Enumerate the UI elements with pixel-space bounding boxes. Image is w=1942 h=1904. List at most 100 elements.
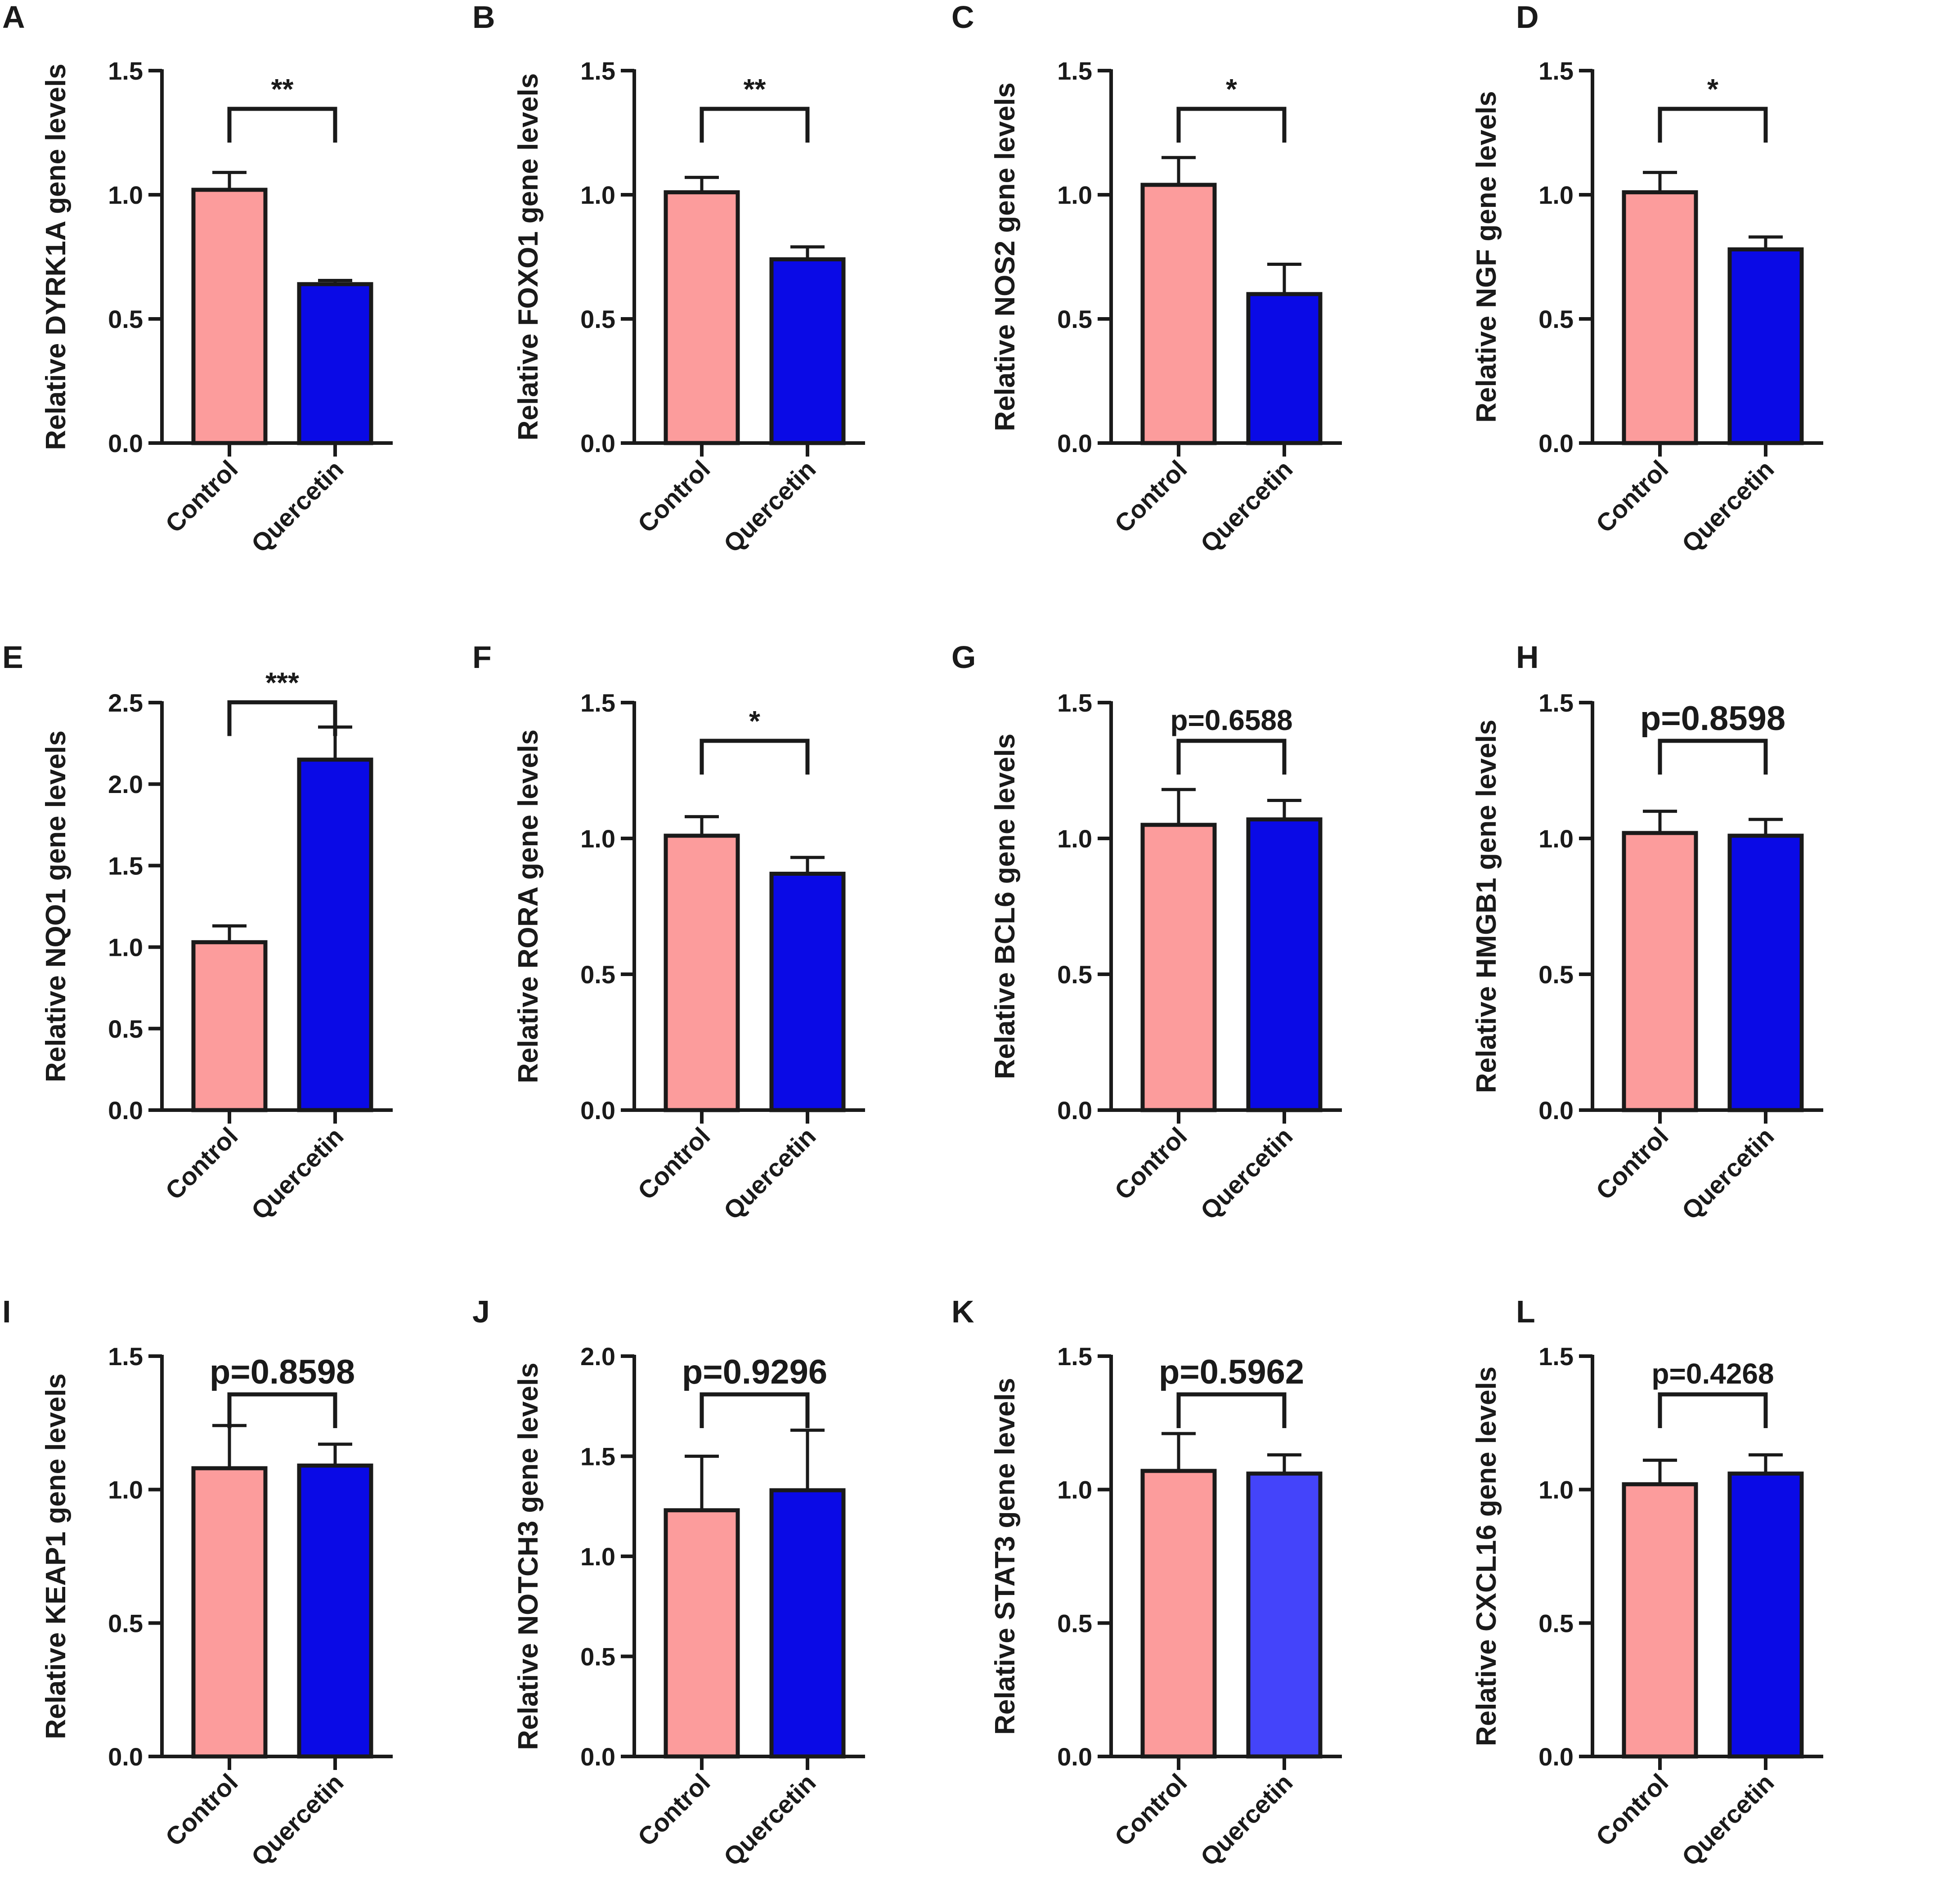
significance-label: * (1707, 73, 1718, 105)
y-tick-label: 2.5 (108, 689, 143, 717)
x-tick-label: Quercetin (1676, 1122, 1779, 1225)
y-tick-label: 0.0 (108, 1743, 143, 1771)
y-tick-label: 1.0 (108, 933, 143, 962)
x-tick-label: Control (632, 455, 715, 538)
panel-i: I 0.0 0.5 1.0 1.5 Relative KEAP1 gene levels C… (2, 1294, 393, 1871)
y-tick-label: 1.0 (1057, 824, 1092, 853)
y-tick-label: 0.0 (108, 1096, 143, 1124)
panel-letter: C (951, 0, 974, 35)
y-tick-label: 0.0 (1538, 1743, 1574, 1771)
significance-label: ** (744, 73, 766, 105)
y-tick-label: 0.5 (1538, 305, 1574, 333)
y-axis-title: Relative NQO1 gene levels (40, 730, 72, 1082)
y-tick-label: 0.5 (1057, 305, 1092, 333)
x-tick-label: Quercetin (718, 455, 821, 558)
panel-f: F 0.0 0.5 1.0 1.5 Relative RORA gene levels Co… (472, 640, 865, 1225)
y-tick-label: 0.5 (108, 1015, 143, 1043)
significance-label: * (1226, 73, 1237, 105)
y-tick-label: 1.0 (1057, 181, 1092, 209)
significance-bracket (700, 107, 810, 143)
x-tick-label: Control (160, 1768, 243, 1851)
significance-bracket (227, 107, 337, 143)
x-tick-label: Control (1109, 455, 1192, 538)
significance-bracket (1658, 107, 1768, 143)
y-axis-title: Relative HMGB1 gene levels (1471, 720, 1502, 1093)
y-tick-label: 1.5 (580, 1443, 615, 1471)
significance-bracket (700, 739, 810, 775)
x-tick-label: Control (160, 1122, 243, 1205)
bar-control (1140, 1469, 1217, 1759)
x-tick-label: Control (1109, 1768, 1192, 1851)
significance-bracket (227, 1392, 337, 1428)
y-tick-label: 1.5 (580, 57, 615, 85)
y-tick-label: 0.0 (580, 429, 615, 457)
bar-control (1140, 183, 1217, 445)
significance-bracket (1176, 107, 1287, 143)
y-tick-label: 1.5 (108, 851, 143, 880)
y-axis-title: Relative CXCL16 gene levels (1471, 1366, 1502, 1746)
x-tick-label: Quercetin (1195, 1122, 1298, 1225)
panel-a: A 0.0 0.5 1.0 1.5 Relative DYRK1A gene levels… (2, 0, 393, 558)
y-tick-label: 1.5 (1057, 1342, 1092, 1371)
panel-g: G 0.0 0.5 1.0 1.5 Relative BCL6 gene levels Co… (951, 640, 1342, 1225)
panel-letter: A (2, 0, 25, 35)
significance-bracket (1658, 1392, 1768, 1428)
x-tick-label: Quercetin (246, 1122, 349, 1225)
bar-quercetin (769, 872, 846, 1112)
bar-quercetin (297, 1463, 373, 1759)
y-tick-label: 1.5 (1057, 57, 1092, 85)
x-tick-label: Control (632, 1122, 715, 1205)
y-axis-title: Relative RORA gene levels (513, 730, 544, 1084)
x-tick-label: Quercetin (1195, 455, 1298, 558)
y-axis-title: Relative DYRK1A gene levels (40, 63, 72, 450)
x-tick-label: Control (160, 455, 243, 538)
bar-quercetin (297, 757, 373, 1112)
bar-quercetin (1727, 247, 1804, 445)
y-tick-label: 0.0 (1057, 1743, 1092, 1771)
bar-control (1622, 190, 1698, 445)
y-tick-label: 1.5 (1057, 689, 1092, 717)
significance-label: * (749, 705, 760, 737)
y-tick-label: 1.0 (1057, 1476, 1092, 1504)
y-tick-label: 0.5 (1538, 960, 1574, 989)
x-tick-label: Control (1590, 455, 1673, 538)
panel-letter: D (1516, 0, 1539, 35)
bar-control (191, 1466, 268, 1759)
bar-quercetin (1246, 292, 1323, 445)
significance-label: p=0.8598 (210, 1353, 355, 1391)
bar-control (1140, 823, 1217, 1112)
y-tick-label: 2.0 (580, 1342, 615, 1371)
y-tick-label: 1.0 (1538, 1476, 1574, 1504)
panel-letter: H (1516, 640, 1539, 675)
bar-control (664, 190, 740, 445)
x-tick-label: Quercetin (1676, 455, 1779, 558)
y-tick-label: 0.0 (1538, 1096, 1574, 1124)
y-tick-label: 1.5 (1538, 1342, 1574, 1371)
panel-letter: K (951, 1294, 974, 1329)
x-tick-label: Control (632, 1768, 715, 1851)
panel-j: J 0.0 0.5 1.0 1.5 2.0 Relative NOTCH3 gene lev… (472, 1294, 865, 1871)
x-tick-label: Control (1590, 1768, 1673, 1851)
significance-bracket (1176, 739, 1287, 775)
y-tick-label: 0.5 (580, 1643, 615, 1671)
y-axis-title: Relative BCL6 gene levels (990, 734, 1021, 1079)
y-tick-label: 0.5 (1057, 960, 1092, 989)
y-tick-label: 0.5 (108, 305, 143, 333)
bar-quercetin (1246, 817, 1323, 1112)
significance-bracket (700, 1392, 810, 1428)
y-tick-label: 0.5 (108, 1609, 143, 1637)
x-tick-label: Quercetin (718, 1768, 821, 1871)
y-tick-label: 2.0 (108, 770, 143, 798)
x-tick-label: Quercetin (718, 1122, 821, 1225)
panel-letter: L (1516, 1294, 1535, 1329)
panel-l: L 0.0 0.5 1.0 1.5 Relative CXCL16 gene levels… (1471, 1294, 1823, 1871)
panel-h: H 0.0 0.5 1.0 1.5 Relative HMGB1 gene levels C… (1471, 640, 1823, 1225)
x-tick-label: Quercetin (1676, 1768, 1779, 1871)
y-tick-label: 0.0 (580, 1096, 615, 1124)
y-tick-label: 1.5 (108, 1342, 143, 1371)
bar-quercetin (1246, 1471, 1323, 1759)
y-axis-title: Relative NOTCH3 gene levels (513, 1362, 544, 1750)
y-axis-title: Relative FOXO1 gene levels (513, 73, 544, 441)
y-tick-label: 0.5 (1538, 1609, 1574, 1637)
